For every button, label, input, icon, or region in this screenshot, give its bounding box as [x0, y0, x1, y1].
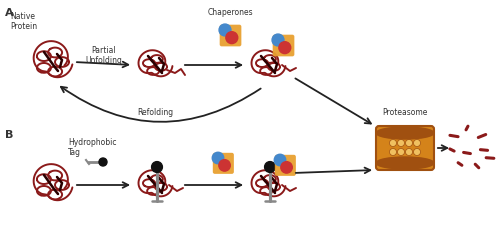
FancyBboxPatch shape [213, 153, 234, 174]
Circle shape [406, 149, 412, 156]
Text: Refolding: Refolding [137, 108, 173, 117]
Ellipse shape [376, 157, 434, 169]
Circle shape [390, 157, 396, 164]
Circle shape [406, 139, 412, 146]
Text: A: A [5, 8, 14, 18]
Circle shape [281, 162, 292, 173]
Text: Chaperones: Chaperones [207, 8, 253, 17]
Circle shape [406, 131, 412, 138]
Circle shape [398, 157, 404, 164]
Circle shape [390, 131, 396, 138]
Text: Partial
Unfolding: Partial Unfolding [85, 46, 122, 66]
Circle shape [212, 152, 224, 164]
Circle shape [99, 158, 107, 166]
FancyBboxPatch shape [272, 35, 294, 56]
Circle shape [414, 157, 420, 164]
FancyBboxPatch shape [376, 126, 434, 170]
Circle shape [272, 34, 284, 46]
Circle shape [398, 131, 404, 138]
Circle shape [219, 160, 230, 171]
Text: Proteasome: Proteasome [382, 108, 428, 117]
Ellipse shape [376, 127, 434, 139]
Circle shape [219, 24, 231, 36]
Circle shape [398, 149, 404, 156]
Circle shape [414, 149, 420, 156]
Circle shape [406, 157, 412, 164]
Text: Hydrophobic
Tag: Hydrophobic Tag [68, 138, 116, 157]
Text: Native
Protein: Native Protein [10, 12, 37, 31]
Circle shape [226, 32, 238, 44]
FancyBboxPatch shape [220, 25, 242, 46]
Circle shape [414, 139, 420, 146]
Circle shape [390, 149, 396, 156]
Circle shape [274, 154, 285, 166]
Circle shape [279, 42, 291, 54]
Circle shape [264, 162, 276, 172]
Circle shape [414, 131, 420, 138]
Circle shape [390, 139, 396, 146]
Circle shape [152, 162, 162, 172]
FancyBboxPatch shape [275, 155, 296, 176]
Text: B: B [5, 130, 14, 140]
Circle shape [398, 139, 404, 146]
